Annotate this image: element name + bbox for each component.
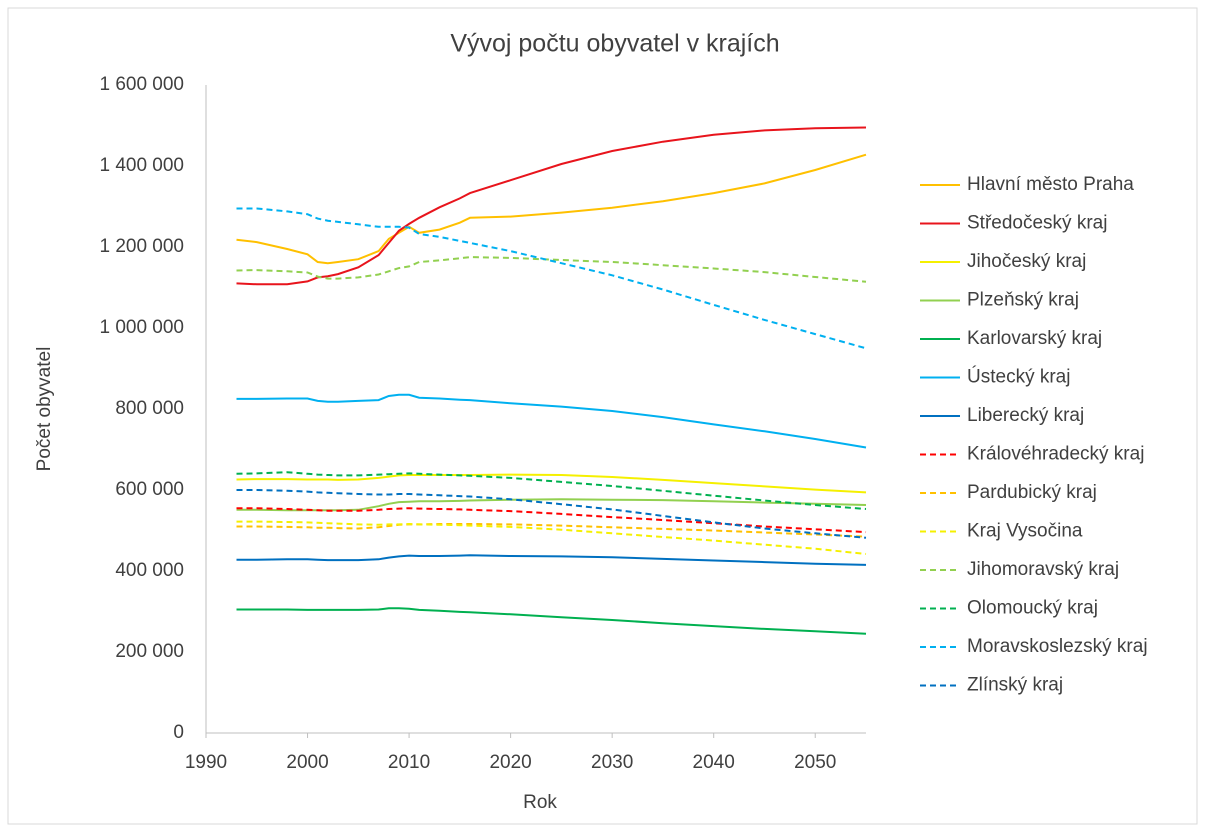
y-tick-label: 1 000 000 xyxy=(99,317,184,338)
y-axis-label: Počet obyvatel xyxy=(34,347,55,472)
series-line xyxy=(236,153,867,265)
y-tick-label: 400 000 xyxy=(115,560,184,581)
legend-label: Jihomoravský kraj xyxy=(967,559,1119,580)
y-tick-label: 600 000 xyxy=(115,479,184,500)
legend-label: Kraj Vysočina xyxy=(967,521,1083,542)
series-line xyxy=(236,520,867,555)
x-tick-label: 2000 xyxy=(286,752,328,773)
series-line xyxy=(236,473,867,494)
x-tick-label: 2040 xyxy=(693,752,735,773)
series-line xyxy=(236,393,867,449)
x-tick-label: 2050 xyxy=(794,752,836,773)
y-tick-label: 1 600 000 xyxy=(99,74,184,95)
series-line xyxy=(236,207,867,350)
series-line xyxy=(236,256,867,283)
series-line xyxy=(236,554,867,566)
series-line xyxy=(236,471,867,510)
y-tick-label: 0 xyxy=(173,722,184,743)
legend-label: Pardubický kraj xyxy=(967,482,1097,503)
x-tick-label: 2020 xyxy=(489,752,531,773)
legend-label: Olomoucký kraj xyxy=(967,598,1098,619)
legend-label: Královéhradecký kraj xyxy=(967,444,1144,465)
x-tick-label: 2010 xyxy=(388,752,430,773)
legend-label: Karlovarský kraj xyxy=(967,328,1102,349)
y-tick-label: 800 000 xyxy=(115,398,184,419)
x-tick-label: 2030 xyxy=(591,752,633,773)
legend-label: Středočeský kraj xyxy=(967,213,1107,234)
legend-label: Liberecký kraj xyxy=(967,405,1084,426)
series-line xyxy=(236,507,867,534)
y-tick-label: 1 200 000 xyxy=(99,236,184,257)
x-tick-label: 1990 xyxy=(185,752,227,773)
legend-label: Moravskoslezský kraj xyxy=(967,636,1148,657)
series-line xyxy=(236,498,867,512)
legend-label: Ústecký kraj xyxy=(967,366,1070,388)
y-tick-label: 1 400 000 xyxy=(99,155,184,176)
series-line xyxy=(236,523,867,538)
legend-label: Hlavní město Praha xyxy=(967,174,1134,195)
legend-label: Zlínský kraj xyxy=(967,675,1063,696)
y-tick-label: 200 000 xyxy=(115,641,184,662)
legend-label: Plzeňský kraj xyxy=(967,290,1079,311)
legend-label: Jihočeský kraj xyxy=(967,251,1086,272)
series-line xyxy=(236,607,867,635)
x-axis-label: Rok xyxy=(523,792,557,813)
chart-title: Vývoj počtu obyvatel v krajích xyxy=(450,30,779,58)
series-line xyxy=(236,126,867,286)
